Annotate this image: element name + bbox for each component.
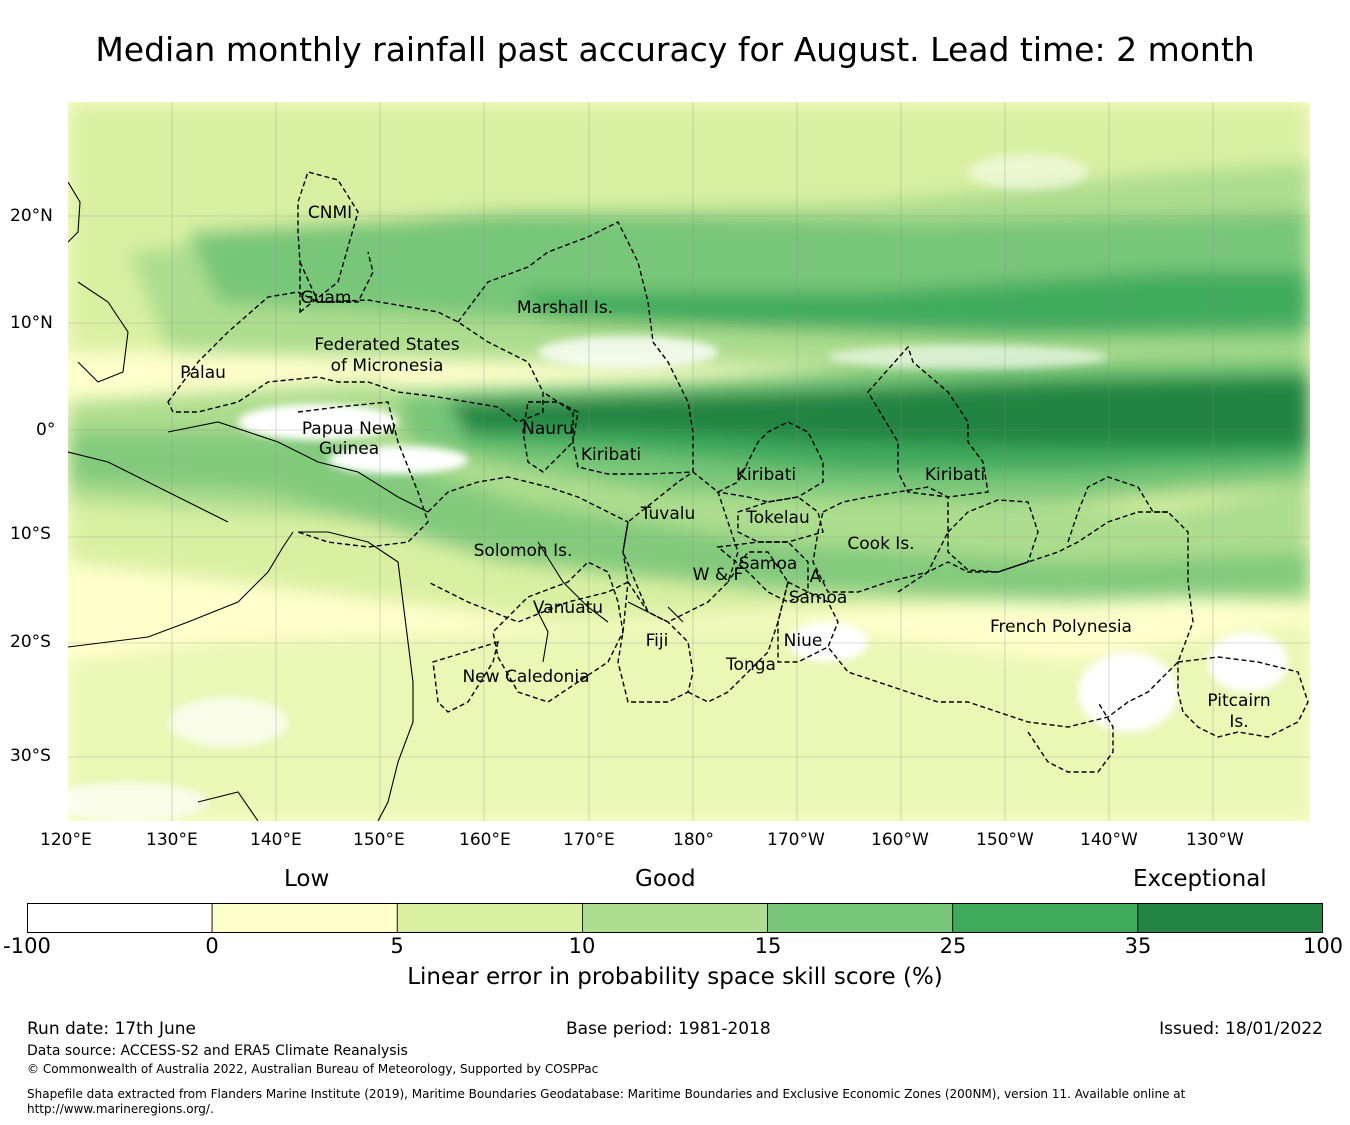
colorbar-tick: 100 <box>1302 934 1344 958</box>
data-source: Data source: ACCESS-S2 and ERA5 Climate … <box>27 1043 408 1059</box>
region-label-vanuatu: Vanuatu <box>533 598 603 618</box>
region-label-cnmi: CNMI <box>308 203 352 223</box>
region-label-pitcairn-1: Pitcairn <box>1207 691 1270 711</box>
lon-label-150e: 150°E <box>353 830 405 850</box>
colorbar-swatch <box>27 903 213 933</box>
region-label-png-2: Guinea <box>319 439 379 459</box>
colorbar-tick: 35 <box>1124 934 1152 958</box>
colorbar-tick: 15 <box>754 934 782 958</box>
region-label-kiribati-west: Kiribati <box>581 445 641 465</box>
region-label-palau: Palau <box>180 363 226 383</box>
colorbar-swatch <box>582 903 768 933</box>
region-labels: CNMI Guam Marshall Is. Palau Federated S… <box>180 203 1271 732</box>
lat-label-equator: 0° <box>36 420 56 440</box>
region-label-samoa: Samoa <box>739 554 798 574</box>
region-label-pitcairn-2: Is. <box>1229 712 1248 732</box>
lat-label-20n: 20°N <box>10 206 53 226</box>
lon-label-170e: 170°E <box>563 830 615 850</box>
region-label-niue: Niue <box>784 631 823 651</box>
eez-boundaries <box>167 171 1309 773</box>
region-label-solomon: Solomon Is. <box>474 541 573 561</box>
region-label-french-polynesia: French Polynesia <box>990 617 1132 637</box>
map-title: Median monthly rainfall past accuracy fo… <box>95 30 1255 69</box>
lon-label-150w: 150°W <box>976 830 1034 850</box>
lon-label-180: 180° <box>673 830 714 850</box>
colorbar-swatch <box>952 903 1139 933</box>
colorbar-label: Linear error in probability space skill … <box>407 964 943 990</box>
lat-label-10s: 10°S <box>10 524 51 544</box>
base-period: Base period: 1981-2018 <box>566 1019 771 1039</box>
colorbar <box>27 903 1323 933</box>
run-date: Run date: 17th June <box>27 1019 196 1039</box>
region-label-as-1: A. <box>810 567 827 587</box>
colorbar-swatch <box>396 903 583 933</box>
lon-label-160w: 160°W <box>871 830 929 850</box>
region-label-new-caledonia: New Caledonia <box>462 667 589 687</box>
region-label-tuvalu: Tuvalu <box>640 504 696 524</box>
copyright: © Commonwealth of Australia 2022, Austra… <box>27 1062 599 1076</box>
region-label-fiji: Fiji <box>646 631 669 651</box>
skill-map-canvas: CNMI Guam Marshall Is. Palau Federated S… <box>68 102 1310 821</box>
region-label-tokelau: Tokelau <box>745 508 810 528</box>
colorbar-swatch <box>767 903 954 933</box>
region-label-nauru: Nauru <box>522 419 574 439</box>
colorbar-swatch <box>1137 903 1323 933</box>
region-label-tonga: Tonga <box>725 655 776 675</box>
issued-date: Issued: 18/01/2022 <box>1159 1019 1323 1039</box>
region-label-marshall: Marshall Is. <box>517 298 613 318</box>
region-label-kiribati-phoenix: Kiribati <box>736 465 796 485</box>
colorbar-category-good: Good <box>635 866 696 892</box>
lat-label-30s: 30°S <box>10 746 51 766</box>
coastlines <box>68 181 684 821</box>
lon-label-170w: 170°W <box>767 830 825 850</box>
region-label-cook: Cook Is. <box>847 534 914 554</box>
lat-label-10n: 10°N <box>10 313 53 333</box>
lon-label-120e: 120°E <box>40 830 92 850</box>
region-label-guam: Guam <box>301 288 352 308</box>
colorbar-tick: 10 <box>568 934 596 958</box>
lon-label-140e: 140°E <box>250 830 302 850</box>
colorbar-tick: 25 <box>939 934 967 958</box>
region-label-png-1: Papua New <box>302 419 396 439</box>
lon-label-130w: 130°W <box>1186 830 1244 850</box>
lon-label-160e: 160°E <box>459 830 511 850</box>
skill-map: CNMI Guam Marshall Is. Palau Federated S… <box>68 102 1310 821</box>
lat-label-20s: 20°S <box>10 632 51 652</box>
shapefile-credit: Shapefile data extracted from Flanders M… <box>27 1087 1186 1101</box>
no-skill-patches <box>68 154 1288 821</box>
shapefile-url: http://www.marineregions.org/. <box>27 1102 214 1116</box>
colorbar-swatch <box>211 903 398 933</box>
region-label-wf: W & F <box>693 565 744 585</box>
colorbar-tick: -100 <box>3 934 51 958</box>
colorbar-tick: 0 <box>205 934 219 958</box>
colorbar-tick: 5 <box>390 934 404 958</box>
lon-label-130e: 130°E <box>146 830 198 850</box>
colorbar-category-low: Low <box>284 866 330 892</box>
region-label-kiribati-line: Kiribati <box>925 465 985 485</box>
region-label-as-2: Samoa <box>789 588 848 608</box>
region-label-fsm-1: Federated States <box>314 335 459 355</box>
skill-field <box>68 102 1310 821</box>
lon-label-140w: 140°W <box>1080 830 1138 850</box>
colorbar-category-exceptional: Exceptional <box>1133 866 1267 892</box>
region-label-fsm-2: of Micronesia <box>331 356 444 376</box>
